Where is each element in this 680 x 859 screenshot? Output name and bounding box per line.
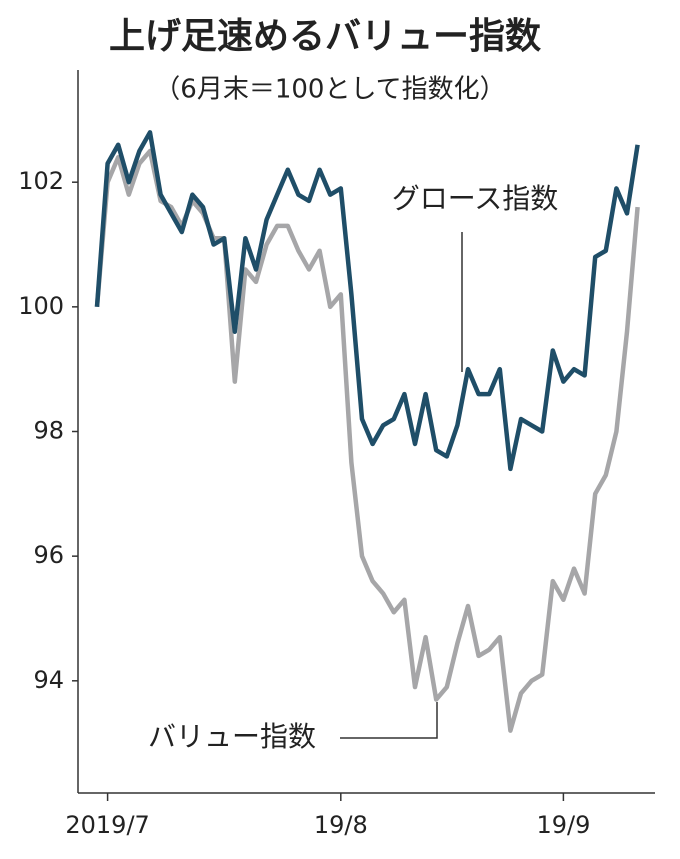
x-tick-label: 2019/7 bbox=[65, 811, 149, 839]
chart-title: 上げ足速めるバリュー指数 bbox=[109, 16, 541, 57]
leader-line bbox=[340, 702, 438, 739]
x-tick-label: 19/8 bbox=[314, 811, 368, 839]
y-tick-label: 96 bbox=[33, 541, 64, 569]
series-label: バリュー指数 bbox=[148, 720, 316, 753]
y-tick-label: 94 bbox=[33, 666, 64, 694]
x-tick-label: 19/9 bbox=[536, 811, 590, 839]
series-label: グロース指数 bbox=[392, 182, 559, 215]
y-tick-label: 100 bbox=[18, 292, 64, 320]
y-tick-label: 98 bbox=[33, 417, 64, 445]
series-line bbox=[94, 130, 640, 472]
chart-subtitle: （6月末＝100として指数化） bbox=[154, 75, 505, 105]
y-tick-label: 102 bbox=[18, 167, 64, 195]
series-line bbox=[94, 148, 640, 733]
